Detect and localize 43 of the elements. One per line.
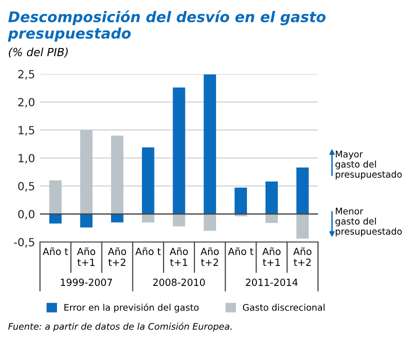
bar [142,214,154,222]
y-tick-label: -0,5 [14,238,34,248]
chart-title: Descomposición del desvío en el gasto presupuestado [8,10,326,42]
x-tick-label: Año t [228,247,254,256]
bar [49,180,62,214]
bar [80,130,93,214]
text: 1999-2007 [60,278,112,286]
y-tick-label: 0,5 [18,182,34,192]
legend-label: Error en la previsión del gasto [64,303,199,313]
x-tick-label: Año t+1 [262,247,281,266]
chart-subtitle: (% del PIB) [8,48,68,58]
bar [204,74,216,214]
x-tick-label: Año t+2 [293,247,312,266]
text: 2011-2014 [246,278,298,286]
source-note: Fuente: a partir de datos de la Comisión Europea. [8,322,232,332]
x-tick-label: Año t+1 [77,247,96,266]
y-tick-label: 2,0 [18,98,34,108]
bar [80,214,93,228]
bar [111,136,124,214]
x-tick-label: Año t+2 [200,247,219,266]
text: Menor gasto del presupuestado [336,208,402,236]
x-tick-label: Año t+1 [170,247,188,266]
y-tick-label: 1,0 [18,154,34,164]
x-tick-label: Año t [42,247,68,256]
y-tick-label: 0,0 [18,210,34,220]
text: Mayor gasto del presupuestado [336,150,402,180]
y-tick-label: 1,5 [18,126,34,136]
bar [265,214,278,223]
bar [172,214,186,226]
bar [265,182,278,214]
y-tick-label: 2,5 [18,70,34,80]
bar [204,214,216,231]
legend-label: Gasto discrecional [242,304,324,311]
x-tick-label: Año t+2 [108,247,126,266]
bar [172,87,186,214]
bar [296,214,309,239]
bar [49,214,62,224]
bar [142,147,154,214]
bar [111,214,124,222]
bar [296,168,309,214]
text: 2008-2010 [153,278,205,286]
x-tick-label: Año t [135,247,161,256]
bar [234,188,247,214]
